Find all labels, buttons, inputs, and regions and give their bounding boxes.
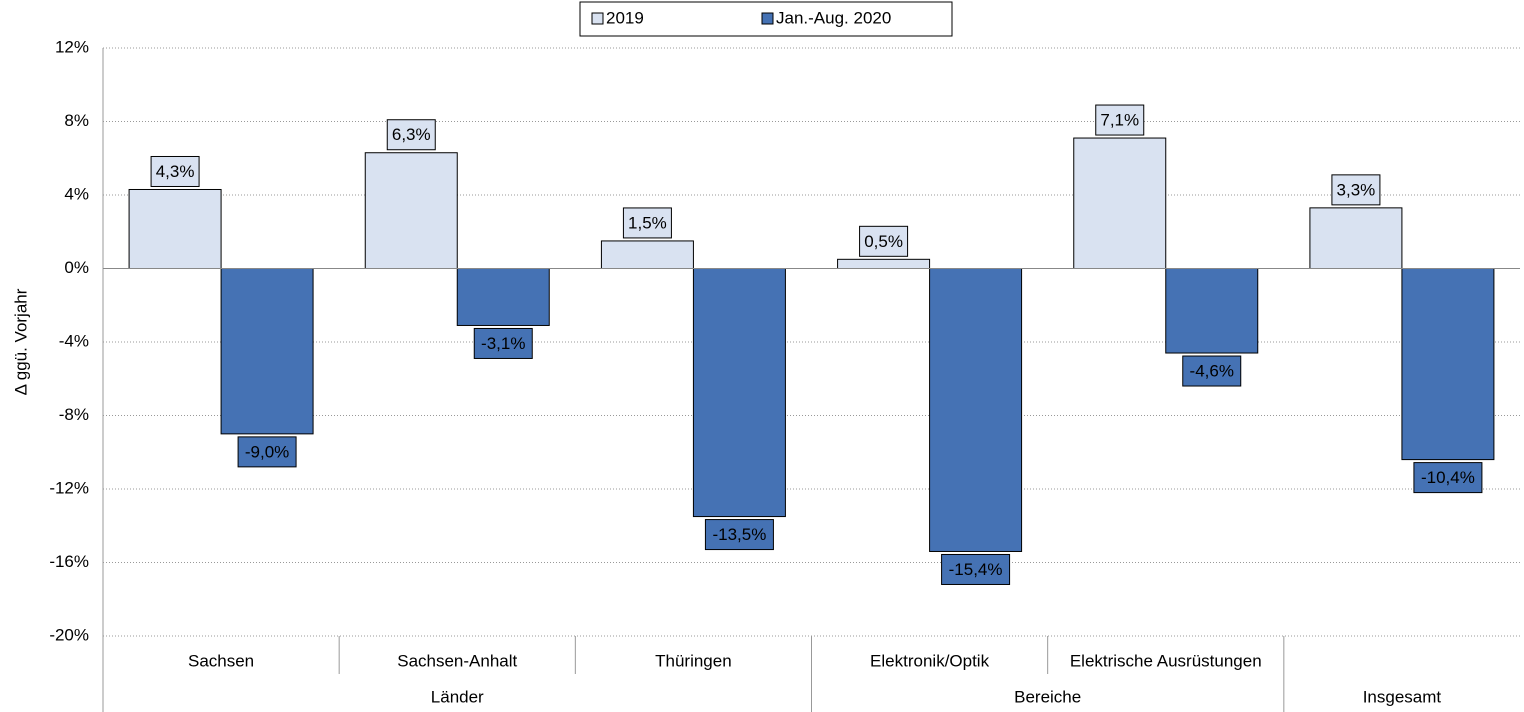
bar — [929, 268, 1023, 552]
bar — [220, 268, 314, 435]
value-label: 4,3% — [156, 162, 195, 181]
value-label: -9,0% — [245, 442, 289, 461]
value-label-box — [704, 519, 774, 551]
bar — [456, 268, 550, 326]
x-tick-label: Thüringen — [655, 651, 732, 670]
value-label: -10,4% — [1421, 468, 1475, 487]
group-label: Insgesamt — [1363, 687, 1442, 706]
bar — [1165, 268, 1259, 354]
bar — [692, 268, 786, 518]
value-label-box — [1095, 104, 1145, 136]
y-tick-label: 12% — [55, 37, 89, 56]
value-label: 7,1% — [1100, 111, 1139, 130]
value-label: -15,4% — [949, 560, 1003, 579]
value-label-box — [473, 327, 533, 359]
y-tick-label: -20% — [49, 625, 89, 644]
value-label-box — [386, 119, 436, 151]
value-label-box — [237, 436, 297, 468]
value-label: 6,3% — [392, 125, 431, 144]
y-tick-label: -16% — [49, 552, 89, 571]
bar — [1309, 207, 1403, 270]
x-tick-label: Elektronik/Optik — [870, 651, 990, 670]
legend-swatch — [761, 12, 774, 25]
y-tick-label: -12% — [49, 478, 89, 497]
group-label: Länder — [431, 687, 484, 706]
bar — [600, 240, 694, 269]
y-tick-label: -8% — [59, 405, 89, 424]
bar — [128, 188, 222, 269]
value-label: -3,1% — [481, 334, 525, 353]
value-label: -4,6% — [1190, 362, 1234, 381]
value-label-box — [859, 225, 909, 257]
y-tick-label: 8% — [64, 111, 89, 130]
value-label: -13,5% — [712, 525, 766, 544]
legend-label: 2019 — [606, 8, 644, 27]
x-tick-label: Elektrische Ausrüstungen — [1070, 651, 1262, 670]
bar — [1401, 268, 1495, 461]
y-tick-label: 4% — [64, 184, 89, 203]
y-axis-label: Δ ggü. Vorjahr — [11, 288, 30, 395]
bar — [1073, 137, 1167, 269]
value-label-box — [150, 155, 200, 187]
y-tick-label: -4% — [59, 331, 89, 350]
value-label-box — [622, 207, 672, 239]
legend-swatch — [591, 12, 604, 25]
group-label: Bereiche — [1014, 687, 1081, 706]
legend-label: Jan.-Aug. 2020 — [776, 8, 891, 27]
bar — [364, 152, 458, 269]
value-label: 3,3% — [1337, 180, 1376, 199]
value-label-box — [1413, 462, 1483, 494]
x-tick-label: Sachsen — [188, 651, 254, 670]
y-tick-label: 0% — [64, 258, 89, 277]
x-tick-label: Sachsen-Anhalt — [397, 651, 517, 670]
value-label-box — [1331, 174, 1381, 206]
bar — [837, 258, 931, 269]
value-label-box — [1182, 355, 1242, 387]
value-label: 0,5% — [864, 232, 903, 251]
value-label-box — [941, 553, 1011, 585]
value-label: 1,5% — [628, 213, 667, 232]
